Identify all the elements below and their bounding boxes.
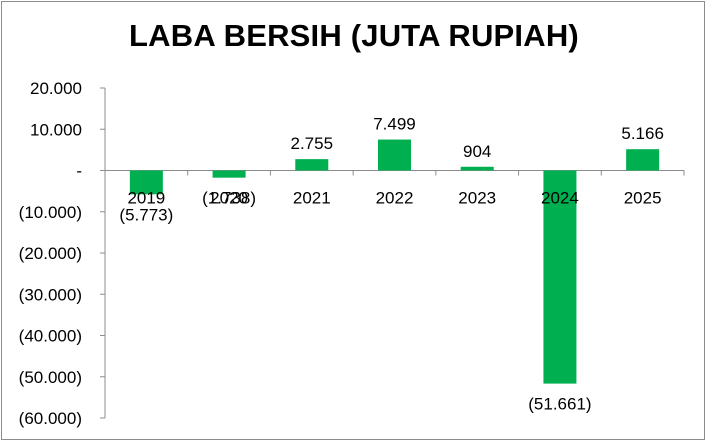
bar-2022 [378,139,411,171]
y-tick-label: (10.000) [19,203,82,222]
category-label-2022: 2022 [376,189,414,208]
bar-2021 [295,159,329,171]
y-tick-label: 20.000 [30,79,82,98]
category-label-2019: 2019 [127,189,165,208]
y-tick-label: 10.000 [30,120,82,139]
y-tick-label: (50.000) [19,368,82,387]
bar-2023 [460,166,494,171]
category-label-2025: 2025 [624,189,662,208]
category-label-2020: 2020 [210,189,248,208]
y-tick-label: (20.000) [19,244,82,263]
bar-layer [129,139,660,384]
data-label-2022: 7.499 [373,115,416,134]
data-label-2021: 2.755 [291,134,334,153]
y-tick-label: (60.000) [19,409,82,428]
data-label-2023: 904 [463,142,491,161]
axis-layer: 20.000 10.000 - (10.000) (20.000) (30.000) (40… [19,79,685,428]
data-label-2024: (51.661) [528,395,591,414]
data-label-2025: 5.166 [621,124,664,143]
data-label-2020: (1.738) [202,189,256,208]
y-tick-label: (40.000) [19,327,82,346]
category-label-2023: 2023 [458,189,496,208]
category-label-2021: 2021 [293,189,331,208]
category-label-2024: 2024 [541,189,579,208]
bar-2025 [626,149,660,171]
y-tick-label: - [76,162,82,181]
bar-2024 [543,170,577,384]
y-tick-label: (30.000) [19,285,82,304]
data-label-2019: (5.773) [119,205,173,224]
chart-title: LABA BERSIH (JUTA RUPIAH) [129,18,579,53]
bar-2019 [129,170,163,195]
bar-2020 [212,170,246,178]
label-layer: 2019 2020 2021 2022 2023 2024 2025 (5.773) (1.73… [119,115,663,414]
